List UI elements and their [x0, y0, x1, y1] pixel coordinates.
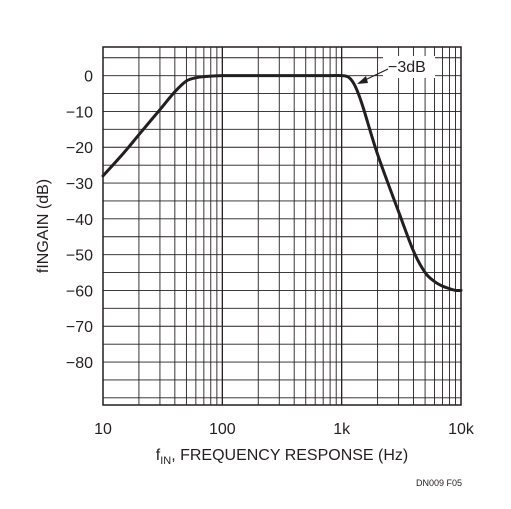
y-tick-label: −80 — [66, 355, 93, 372]
y-tick-label: −20 — [66, 140, 93, 157]
plot-frame — [102, 46, 462, 406]
y-tick-label: −50 — [66, 248, 93, 265]
annotation-arrowhead — [357, 76, 368, 84]
annotation-minus-3db: −3dB — [357, 56, 435, 84]
y-tick-labels: 0 −10 −20 −30 −40 −50 −60 −70 −80 — [66, 69, 93, 372]
y-tick-label: −60 — [66, 283, 93, 300]
x-tick-label: 10k — [448, 421, 475, 438]
x-axis-title: fIN, FREQUENCY RESPONSE (Hz) — [156, 447, 409, 467]
y-tick-label: −40 — [66, 212, 93, 229]
y-tick-label: 0 — [84, 69, 93, 86]
response-curve — [101, 73, 463, 293]
x-tick-label: 100 — [209, 421, 236, 438]
annotation-background — [383, 56, 435, 78]
grid — [103, 47, 461, 405]
y-tick-label: −30 — [66, 176, 93, 193]
x-axis-title-rest: , FREQUENCY RESPONSE (Hz) — [171, 447, 408, 464]
x-tick-label: 1k — [333, 421, 351, 438]
y-tick-label: −70 — [66, 319, 93, 336]
x-tick-labels: 10 100 1k 10k — [94, 421, 475, 438]
x-tick-label: 10 — [94, 421, 112, 438]
y-axis-title: fINGAIN (dB) — [35, 179, 52, 273]
annotation-arrow-line — [362, 68, 389, 82]
y-tick-label: −10 — [66, 104, 93, 121]
x-axis-title-subscript: IN — [160, 455, 171, 467]
annotation-label: −3dB — [388, 59, 426, 76]
x-axis-title-f: f — [156, 447, 161, 464]
figure-code: DN009 F05 — [416, 478, 462, 488]
